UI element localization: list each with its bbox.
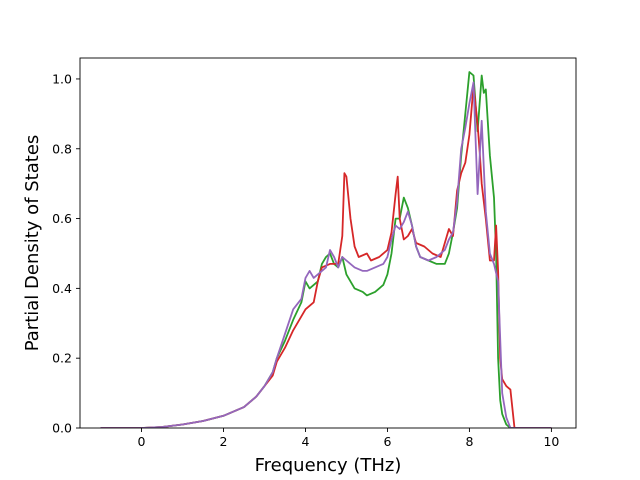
x-tick-label: 6 <box>383 434 391 449</box>
x-tick-label: 4 <box>301 434 309 449</box>
plot-frame <box>79 57 577 429</box>
y-tick-label: 0.0 <box>52 421 72 436</box>
x-tick-label: 0 <box>138 434 146 449</box>
y-axis-label: Partial Density of States <box>22 135 43 352</box>
y-tick-label: 0.6 <box>52 211 72 226</box>
x-tick-label: 8 <box>465 434 473 449</box>
series-line-3 <box>100 81 552 428</box>
y-tick-label: 0.2 <box>52 351 72 366</box>
y-tick-label: 0.8 <box>52 141 72 156</box>
x-tick-label: 2 <box>219 434 227 449</box>
y-tick-label: 0.4 <box>52 281 72 296</box>
series-line-1 <box>100 71 552 428</box>
x-axis-label: Frequency (THz) <box>255 455 402 476</box>
series-lines <box>100 71 552 428</box>
x-tick-label: 10 <box>543 434 559 449</box>
y-tick-label: 1.0 <box>52 71 72 86</box>
y-axis-ticks: 0.0 0.2 0.4 0.6 0.8 1.0 <box>52 71 80 436</box>
x-axis-ticks: 0 2 4 6 8 10 <box>138 428 559 449</box>
